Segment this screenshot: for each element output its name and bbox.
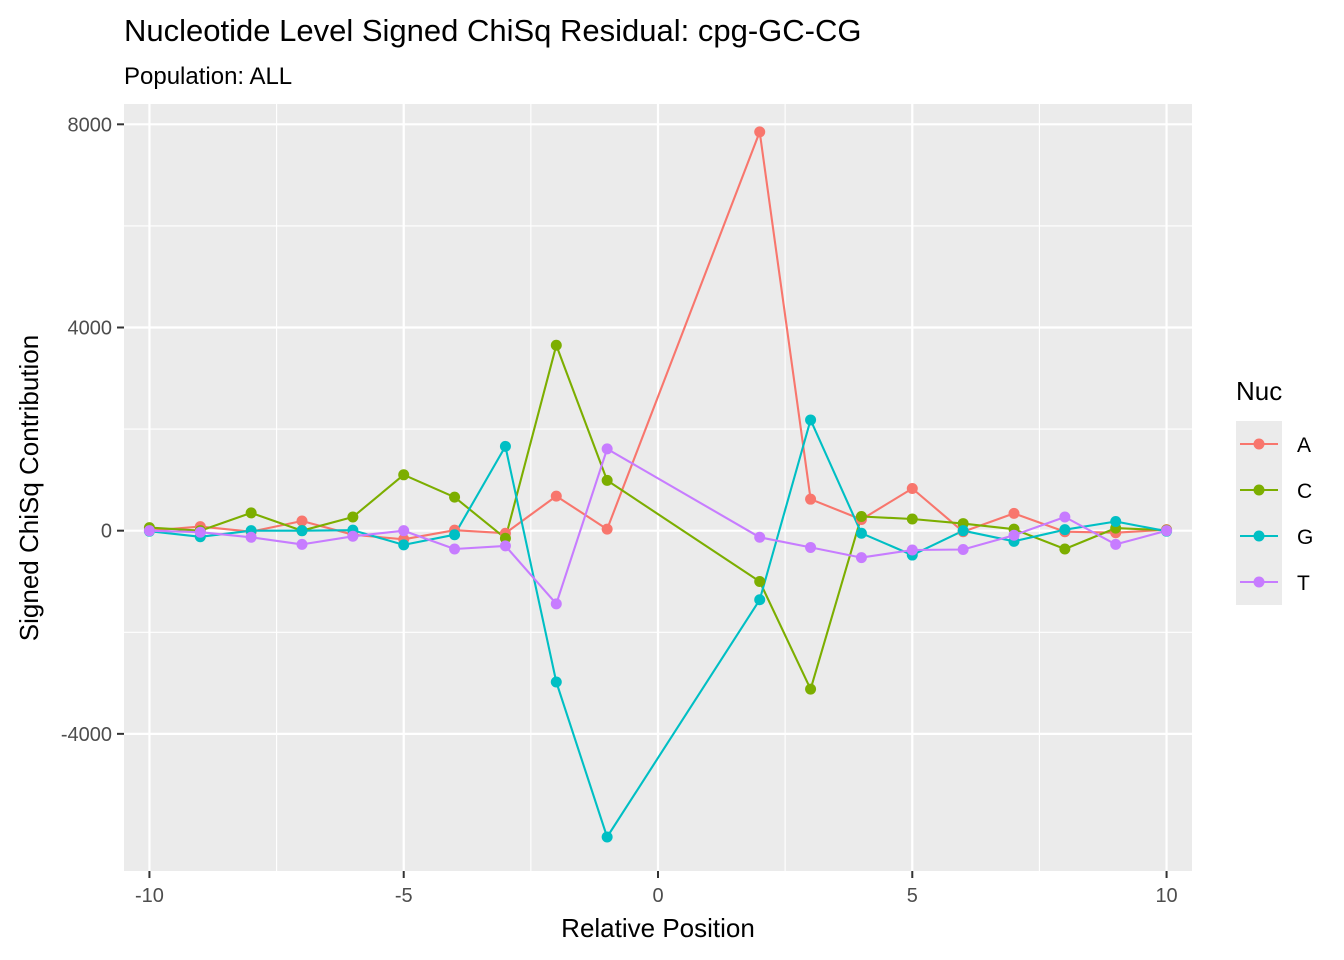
x-tick-label: -10 [135, 885, 164, 907]
data-point-A [550, 490, 562, 502]
data-point-T [245, 531, 257, 543]
data-point-T [499, 540, 511, 552]
x-tick-label: 5 [907, 885, 918, 907]
x-tick-label: 10 [1155, 885, 1177, 907]
data-point-A [601, 523, 613, 535]
chart-title: Nucleotide Level Signed ChiSq Residual: … [124, 13, 861, 48]
legend-key-background [1236, 421, 1282, 605]
legend-key-point [1253, 484, 1265, 496]
legend-title: Nuc [1236, 376, 1282, 406]
data-point-G [499, 440, 511, 452]
x-tick-label: 0 [652, 885, 663, 907]
data-point-C [245, 507, 257, 519]
data-point-G [957, 525, 969, 537]
data-point-C [347, 511, 359, 523]
chart-subtitle: Population: ALL [124, 63, 292, 90]
data-point-G [550, 676, 562, 688]
data-point-C [906, 513, 918, 525]
data-point-A [296, 515, 308, 527]
x-tick-label: -5 [395, 885, 413, 907]
data-point-G [754, 594, 766, 606]
data-point-T [398, 525, 410, 537]
data-point-C [398, 469, 410, 481]
data-point-T [957, 543, 969, 555]
data-point-G [805, 414, 817, 426]
y-axis: -4000 0 4000 8000 [61, 114, 124, 746]
legend-key-point [1253, 530, 1265, 542]
data-point-A [805, 493, 817, 505]
y-tick-label: 0 [101, 521, 112, 543]
data-point-T [1161, 525, 1173, 537]
data-point-A [754, 126, 766, 138]
legend-entry-label: G [1297, 526, 1313, 549]
y-tick-label: -4000 [61, 724, 112, 746]
data-point-G [296, 525, 308, 537]
data-point-T [449, 543, 461, 555]
data-point-T [194, 526, 206, 538]
data-point-T [805, 541, 817, 553]
data-point-C [550, 339, 562, 351]
y-tick-label: 4000 [68, 317, 113, 339]
legend-key-point [1253, 576, 1265, 588]
data-point-G [1110, 516, 1122, 528]
data-point-G [449, 529, 461, 541]
data-point-A [1008, 507, 1020, 519]
data-point-T [1110, 538, 1122, 550]
data-point-T [754, 531, 766, 543]
x-axis-label: Relative Position [561, 913, 755, 943]
data-point-C [449, 491, 461, 503]
data-point-T [1059, 511, 1071, 523]
data-point-G [855, 527, 867, 539]
data-point-A [906, 483, 918, 495]
legend-entry-label: T [1297, 572, 1310, 595]
data-point-C [754, 575, 766, 587]
data-point-C [805, 683, 817, 695]
y-tick-label: 8000 [68, 114, 113, 136]
data-point-T [1008, 529, 1020, 541]
data-point-T [143, 525, 155, 537]
data-point-G [1059, 524, 1071, 536]
data-point-T [906, 544, 918, 556]
y-axis-label: Signed ChiSq Contribution [14, 335, 44, 641]
x-axis: -10 -5 0 5 10 [135, 871, 1178, 907]
data-point-C [1059, 543, 1071, 555]
data-point-C [855, 510, 867, 522]
data-point-T [855, 552, 867, 564]
data-point-T [601, 443, 613, 455]
data-point-T [550, 598, 562, 610]
data-point-T [296, 538, 308, 550]
legend-entry-label: C [1297, 480, 1312, 503]
data-point-C [499, 532, 511, 544]
data-point-G [601, 831, 613, 843]
data-point-C [601, 474, 613, 486]
data-point-T [347, 530, 359, 542]
legend-key-point [1253, 438, 1265, 450]
legend-entry-label: A [1297, 434, 1311, 457]
series-points [143, 126, 1173, 843]
data-point-G [398, 539, 410, 551]
